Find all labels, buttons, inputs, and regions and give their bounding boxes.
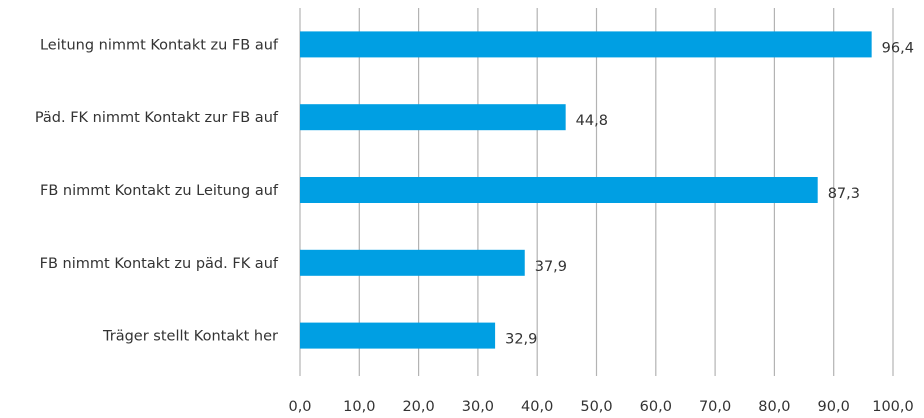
category-label: FB nimmt Kontakt zu Leitung auf [40,183,279,199]
x-tick-label: 0,0 [288,399,311,415]
data-label: 87,3 [828,186,860,202]
data-label: 37,9 [535,259,567,275]
bar [300,249,525,276]
x-tick-label: 50,0 [580,399,612,415]
x-tick-label: 80,0 [758,399,790,415]
category-labels: Leitung nimmt Kontakt zu FB auf Päd. FK n… [35,37,279,344]
data-label: 32,9 [505,332,537,348]
x-axis-tick-labels: 0,0 10,0 20,0 30,0 40,0 50,0 60,0 70,0 80,0 90,0 1… [288,399,913,415]
x-tick-label: 10,0 [343,399,375,415]
data-label: 96,4 [882,40,914,56]
x-tick-label: 90,0 [818,399,850,415]
bar [300,31,872,58]
x-tick-label: 60,0 [640,399,672,415]
bar [300,177,818,203]
category-label: FB nimmt Kontakt zu päd. FK auf [40,256,279,272]
data-label: 44,8 [576,113,608,129]
x-tick-label: 70,0 [699,399,731,415]
category-label: Päd. FK nimmt Kontakt zur FB auf [35,110,279,126]
data-labels: 96,4 44,8 87,3 37,9 32,9 [505,40,914,347]
x-tick-label: 40,0 [521,399,553,415]
category-label: Leitung nimmt Kontakt zu FB auf [40,37,279,53]
category-label: Träger stellt Kontakt her [102,329,278,345]
x-tick-label: 20,0 [402,399,434,415]
bar [300,104,566,131]
x-tick-label: 100,0 [872,399,914,415]
bar [300,322,496,349]
x-tick-label: 30,0 [462,399,494,415]
bars [300,31,872,349]
